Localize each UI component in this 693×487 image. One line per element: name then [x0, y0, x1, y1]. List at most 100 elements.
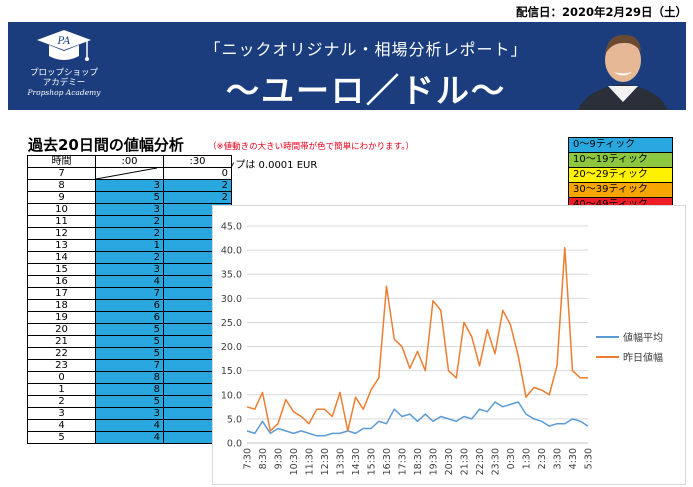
- legend-item: 20〜29ティック: [569, 168, 672, 183]
- value-cell-00: 2: [95, 215, 164, 228]
- value-cell-00: 2: [95, 251, 164, 264]
- series-line-1: [246, 401, 589, 437]
- value-cell: 0: [163, 167, 232, 180]
- time-cell: 13: [27, 239, 96, 252]
- value-cell-00: 5: [95, 191, 164, 204]
- logo-text-2: アカデミー: [42, 78, 86, 88]
- table-row: 23 7 8: [27, 359, 232, 372]
- y-tick-label: 25.0: [221, 318, 242, 329]
- x-tick-label: 3:30: [553, 448, 564, 469]
- table-row: 21 5 6: [27, 335, 232, 348]
- value-cell-00: 3: [95, 263, 164, 276]
- value-cell-00: 1: [95, 239, 164, 252]
- x-tick-label: 22:30: [475, 448, 486, 475]
- y-tick-label: 20.0: [221, 342, 242, 353]
- time-cell: 0: [27, 371, 96, 384]
- time-cell: 8: [27, 179, 96, 192]
- value-cell-00: 5: [95, 395, 164, 408]
- report-date: 配信日：2020年2月29日（土）: [515, 5, 687, 19]
- time-cell: 3: [27, 407, 96, 420]
- value-cell-00: 3: [95, 407, 164, 420]
- x-tick-label: 0:30: [506, 448, 517, 469]
- time-cell: 7: [27, 167, 96, 180]
- table-row: 13 1 2: [27, 239, 232, 252]
- academy-logo: PA プロップショップ アカデミー Propshop Academy: [20, 28, 108, 104]
- value-cell-00: 4: [95, 419, 164, 432]
- range-line-chart: 0.0 5.0 10.0 15.0 20.0 25.0 30.0 35.0 40.0 45.0 7:…: [212, 205, 686, 485]
- value-cell-00: 5: [95, 347, 164, 360]
- x-tick-label: 17:30: [398, 448, 409, 475]
- header-30: :30: [163, 155, 232, 168]
- value-cell-00: 3: [95, 179, 164, 192]
- time-cell: 16: [27, 275, 96, 288]
- x-tick-label: 2:30: [537, 448, 548, 469]
- x-tick-label: 15:30: [367, 448, 378, 475]
- time-cell: 17: [27, 287, 96, 300]
- value-cell-30: 2: [163, 179, 232, 192]
- value-cell-00: 4: [95, 275, 164, 288]
- x-tick-label: 10:30: [289, 448, 300, 475]
- x-tick-label: 12:30: [320, 448, 331, 475]
- value-cell-30: 2: [163, 191, 232, 204]
- value-cell-00: 5: [95, 335, 164, 348]
- x-tick-label: 13:30: [336, 448, 347, 475]
- y-tick-label: 40.0: [221, 246, 242, 257]
- table-row: 15 3 3: [27, 263, 232, 276]
- x-tick-label: 20:30: [444, 448, 455, 475]
- empty-diagonal-cell: [95, 167, 164, 180]
- table-row: 20 5 5: [27, 323, 232, 336]
- table-row: 17 7 6: [27, 287, 232, 300]
- x-tick-label: 23:30: [491, 448, 502, 475]
- table-row: 11 2 3: [27, 215, 232, 228]
- legend-label: 昨日値幅: [623, 351, 663, 364]
- legend-item: 0〜9ティック: [569, 138, 672, 153]
- time-cell: 20: [27, 323, 96, 336]
- pip-note: 1ピップは 0.0001 EUR: [209, 160, 318, 171]
- tick-legend: 0〜9ティック 10〜19ティック 20〜29ティック 30〜39ティック 40〜49テ…: [568, 137, 673, 213]
- time-cell: 9: [27, 191, 96, 204]
- y-tick-label: 30.0: [221, 294, 242, 305]
- x-tick-label: 18:30: [413, 448, 424, 475]
- x-tick-label: 4:30: [568, 448, 579, 469]
- x-tick-label: 19:30: [429, 448, 440, 475]
- time-cell: 5: [27, 431, 96, 444]
- x-tick-label: 9:30: [274, 448, 285, 469]
- time-cell: 21: [27, 335, 96, 348]
- y-tick-label: 10.0: [221, 390, 242, 401]
- y-tick-label: 5.0: [227, 414, 242, 425]
- x-tick-label: 21:30: [460, 448, 471, 475]
- value-cell-00: 8: [95, 371, 164, 384]
- time-cell: 10: [27, 203, 96, 216]
- diagonal-line: [96, 168, 157, 179]
- banner-title: 〜ユーロ／ドル〜: [226, 71, 506, 110]
- table-row: 14 2 2: [27, 251, 232, 264]
- time-cell: 19: [27, 311, 96, 324]
- value-cell-00: 6: [95, 311, 164, 324]
- table-row: 10 3 2: [27, 203, 232, 216]
- table-row: 7 0: [27, 167, 232, 180]
- time-cell: 15: [27, 263, 96, 276]
- table-row: 16 4 4: [27, 275, 232, 288]
- logo-text-3: Propshop Academy: [27, 88, 101, 97]
- time-cell: 1: [27, 383, 96, 396]
- y-tick-label: 0.0: [227, 439, 242, 450]
- value-cell-00: 6: [95, 299, 164, 312]
- legend-item: 10〜19ティック: [569, 153, 672, 168]
- section-title: 過去20日間の値幅分析: [28, 136, 184, 154]
- table-row: 19 6 4: [27, 311, 232, 324]
- legend-item: 30〜39ティック: [569, 183, 672, 198]
- time-cell: 4: [27, 419, 96, 432]
- table-header-row: 時間 :00 :30: [27, 155, 232, 168]
- section-note: （※値動きの大きい時間帯が色で簡単にわかります。）: [208, 142, 415, 152]
- presenter-photo: [568, 22, 678, 110]
- svg-text:PA: PA: [56, 36, 70, 47]
- table-row: 18 6 5: [27, 299, 232, 312]
- x-tick-label: 7:30: [243, 448, 254, 469]
- banner-subtitle: 「ニックオリジナル・相場分析レポート」: [204, 40, 528, 59]
- header-00: :00: [95, 155, 164, 168]
- x-tick-label: 5:30: [584, 448, 595, 469]
